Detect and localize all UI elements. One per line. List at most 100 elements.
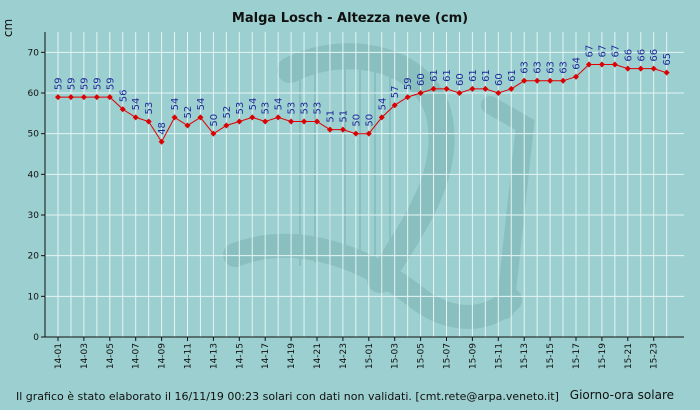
data-label: 57 [390, 85, 401, 98]
data-label: 60 [416, 73, 427, 86]
data-point [236, 118, 243, 125]
x-tick-label: 15-05 [417, 343, 427, 369]
data-point [365, 130, 372, 137]
x-tick-label: 14-17 [261, 343, 271, 369]
data-point [55, 94, 61, 101]
data-label: 53 [261, 102, 272, 115]
x-tick-label: 14-01 [54, 343, 64, 369]
x-tick-label: 14-21 [313, 343, 323, 369]
data-point [430, 85, 437, 92]
data-point [585, 61, 592, 68]
data-label: 53 [313, 102, 324, 115]
data-point [339, 126, 346, 133]
data-label: 61 [429, 69, 440, 82]
data-label: 53 [144, 102, 155, 115]
data-point [560, 77, 567, 84]
data-point [314, 118, 320, 125]
data-point [378, 114, 385, 121]
data-label: 65 [662, 53, 673, 66]
x-tick-label: 14-13 [209, 343, 219, 369]
data-point [210, 130, 217, 137]
x-tick-label: 15-01 [365, 343, 375, 369]
data-label: 59 [403, 77, 414, 90]
data-label: 50 [209, 114, 220, 127]
data-label: 51 [338, 110, 349, 123]
data-label: 60 [494, 73, 505, 86]
x-tick-label: 15-23 [650, 343, 660, 369]
data-point [171, 114, 178, 121]
data-point [145, 118, 152, 125]
data-label: 50 [364, 114, 375, 127]
data-point [301, 118, 308, 125]
y-tick-label: 70 [28, 48, 40, 58]
x-axis-label: Giorno-ora solare [570, 388, 674, 402]
data-label: 67 [597, 45, 608, 58]
x-tick-label: 15-09 [468, 343, 478, 369]
x-tick-label: 15-19 [598, 343, 608, 369]
data-point [158, 138, 165, 145]
y-tick-label: 40 [28, 170, 40, 180]
data-label: 63 [546, 61, 557, 74]
chart-title: Malga Losch - Altezza neve (cm) [232, 11, 468, 26]
x-tick-label: 14-03 [80, 343, 90, 369]
data-point [443, 85, 450, 92]
x-tick-label: 14-07 [132, 343, 142, 369]
data-point [598, 61, 605, 68]
data-label: 64 [572, 57, 583, 70]
x-tick-label: 15-11 [494, 343, 504, 369]
data-point [119, 106, 126, 113]
x-tick-label: 15-17 [572, 343, 582, 369]
data-point [521, 77, 528, 84]
footer-note: Il grafico è stato elaborato il 16/11/19… [16, 390, 559, 403]
data-point [637, 65, 644, 72]
x-tick-label: 14-23 [339, 343, 349, 369]
x-tick-label: 15-03 [391, 343, 401, 369]
data-point [495, 90, 502, 96]
data-point [80, 94, 87, 101]
data-point [93, 94, 100, 101]
data-label: 66 [636, 49, 647, 62]
data-label: 53 [235, 102, 246, 115]
data-label: 56 [118, 90, 129, 103]
axes [41, 32, 684, 341]
x-tick-label: 14-09 [158, 343, 168, 369]
data-label: 53 [300, 102, 311, 115]
data-label: 59 [92, 77, 103, 90]
data-label: 63 [533, 61, 544, 74]
data-label: 51 [325, 110, 336, 123]
data-point [184, 122, 191, 129]
data-point [288, 118, 295, 125]
data-point [508, 85, 515, 92]
tick-labels: 0 10 20 30 40 50 60 70 14-01 14-03 14-05 14-07 14-09… [28, 48, 660, 369]
data-label: 61 [481, 69, 492, 82]
grid [45, 32, 684, 337]
y-tick-label: 0 [33, 333, 39, 343]
data-point [352, 130, 359, 137]
data-point [469, 85, 476, 92]
data-label: 53 [287, 102, 298, 115]
x-tick-label: 14-15 [235, 343, 245, 369]
data-label: 67 [610, 45, 621, 58]
data-point [534, 77, 541, 84]
data-label: 54 [377, 98, 388, 111]
data-label: 48 [157, 122, 168, 135]
data-label: 59 [66, 77, 77, 90]
data-point [249, 114, 256, 121]
data-label: 67 [584, 45, 595, 58]
y-tick-label: 30 [28, 211, 40, 221]
data-point [132, 114, 139, 121]
data-point [223, 122, 230, 129]
data-point [482, 85, 489, 92]
data-point [650, 65, 657, 72]
x-tick-label: 14-19 [287, 343, 297, 369]
data-point [624, 65, 631, 72]
y-tick-label: 60 [28, 89, 40, 99]
series-line [55, 61, 670, 145]
data-label: 52 [222, 106, 233, 119]
data-label: 63 [559, 61, 570, 74]
data-label: 54 [170, 98, 181, 111]
y-tick-label: 10 [28, 292, 40, 302]
